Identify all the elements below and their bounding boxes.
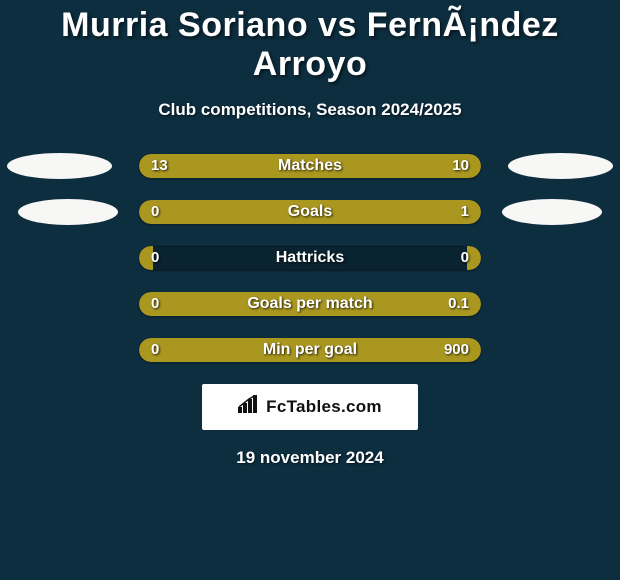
player-photo-left xyxy=(7,153,112,179)
player-name-right xyxy=(502,199,602,225)
stat-row: Goals per match00.1 xyxy=(0,292,620,316)
page-title: Murria Soriano vs FernÃ¡ndez Arroyo xyxy=(0,6,620,84)
stat-bar-fill-left xyxy=(139,200,202,224)
infographic-container: Murria Soriano vs FernÃ¡ndez Arroyo Club… xyxy=(0,0,620,580)
stat-bar-fill-left xyxy=(139,246,153,270)
watermark-badge: FcTables.com xyxy=(202,384,418,430)
watermark-text: FcTables.com xyxy=(266,397,382,417)
stat-bar-fill-right xyxy=(467,246,481,270)
stat-bar: Goals per match00.1 xyxy=(139,292,481,316)
stat-bar: Min per goal0900 xyxy=(139,338,481,362)
stat-bar: Hattricks00 xyxy=(139,246,481,270)
stat-row: Matches1310 xyxy=(0,154,620,178)
stat-row: Goals01 xyxy=(0,200,620,224)
stat-bar-fill-left xyxy=(139,154,332,178)
stat-bar-fill-right xyxy=(332,154,481,178)
stat-row: Hattricks00 xyxy=(0,246,620,270)
bar-chart-icon xyxy=(238,395,260,420)
stat-bar-fill-left xyxy=(139,292,221,316)
stat-row: Min per goal0900 xyxy=(0,338,620,362)
subtitle: Club competitions, Season 2024/2025 xyxy=(0,100,620,120)
stat-bar: Goals01 xyxy=(139,200,481,224)
player-photo-right xyxy=(508,153,613,179)
stat-bar: Matches1310 xyxy=(139,154,481,178)
stats-bars-area: Matches1310 Goals01 Hattricks00 Goals per m… xyxy=(0,154,620,362)
stat-bar-fill-left xyxy=(139,338,252,362)
stat-bar-fill-right xyxy=(202,200,481,224)
player-name-left xyxy=(18,199,118,225)
stat-bar-fill-right xyxy=(221,292,481,316)
stat-label: Hattricks xyxy=(139,246,481,270)
date-text: 19 november 2024 xyxy=(0,448,620,468)
stat-bar-fill-right xyxy=(252,338,481,362)
